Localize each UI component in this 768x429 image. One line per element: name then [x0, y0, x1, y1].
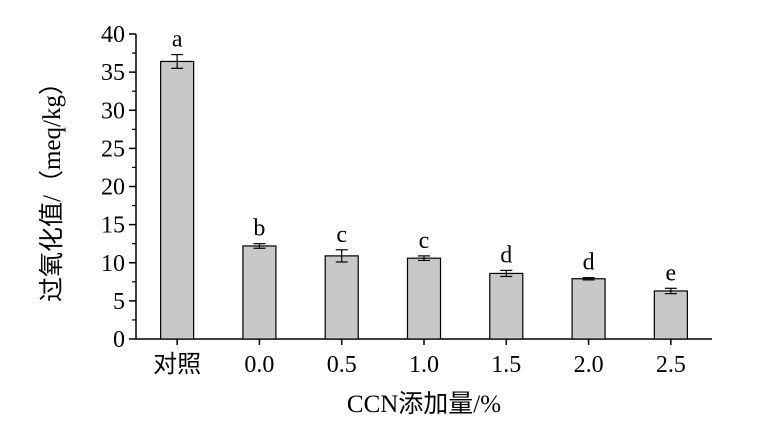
y-axis-label: 过氧化值/（meq/kg）	[38, 70, 66, 302]
y-tick-label: 10	[101, 251, 125, 277]
axes: 0 5 10 15 20 25 30 35 40	[101, 22, 712, 353]
significance-letter: c	[419, 228, 430, 254]
x-tick-label: 0.0	[244, 352, 274, 378]
y-tick-label: 35	[101, 60, 125, 86]
y-tick-label: 40	[101, 22, 125, 48]
bar	[653, 290, 688, 340]
significance-letter: c	[336, 222, 347, 248]
bar	[324, 255, 359, 340]
y-tick-label: 30	[101, 98, 125, 124]
y-tick-label: 15	[101, 213, 125, 239]
x-tick-label: 1.0	[409, 352, 439, 378]
x-tick-label: 2.0	[574, 352, 604, 378]
significance-letter: d	[583, 250, 595, 276]
y-tick-label: 5	[113, 289, 125, 315]
significance-letter: a	[172, 27, 183, 53]
bar	[489, 272, 524, 340]
y-tick-label: 0	[113, 327, 125, 353]
significance-letter: e	[666, 260, 677, 286]
x-axis-label: CCN添加量/%	[347, 390, 501, 418]
bar	[406, 257, 442, 340]
x-tick-label: 2.5	[656, 352, 686, 378]
y-tick-label: 25	[101, 136, 125, 162]
bar	[160, 60, 195, 340]
significance-letter: b	[253, 216, 265, 242]
bar	[571, 278, 606, 340]
bar	[242, 245, 277, 340]
significance-letter: d	[500, 242, 512, 268]
x-tick-label: 对照	[153, 351, 201, 378]
x-tick-label: 0.5	[327, 352, 357, 378]
bars	[160, 53, 688, 340]
y-tick-label: 20	[101, 175, 125, 201]
labels: 对照 a 0.0 b 0.5 c 1.0 c 1.5 d 2.0 d 2.5 e	[153, 27, 686, 378]
x-tick-label: 1.5	[491, 352, 521, 378]
